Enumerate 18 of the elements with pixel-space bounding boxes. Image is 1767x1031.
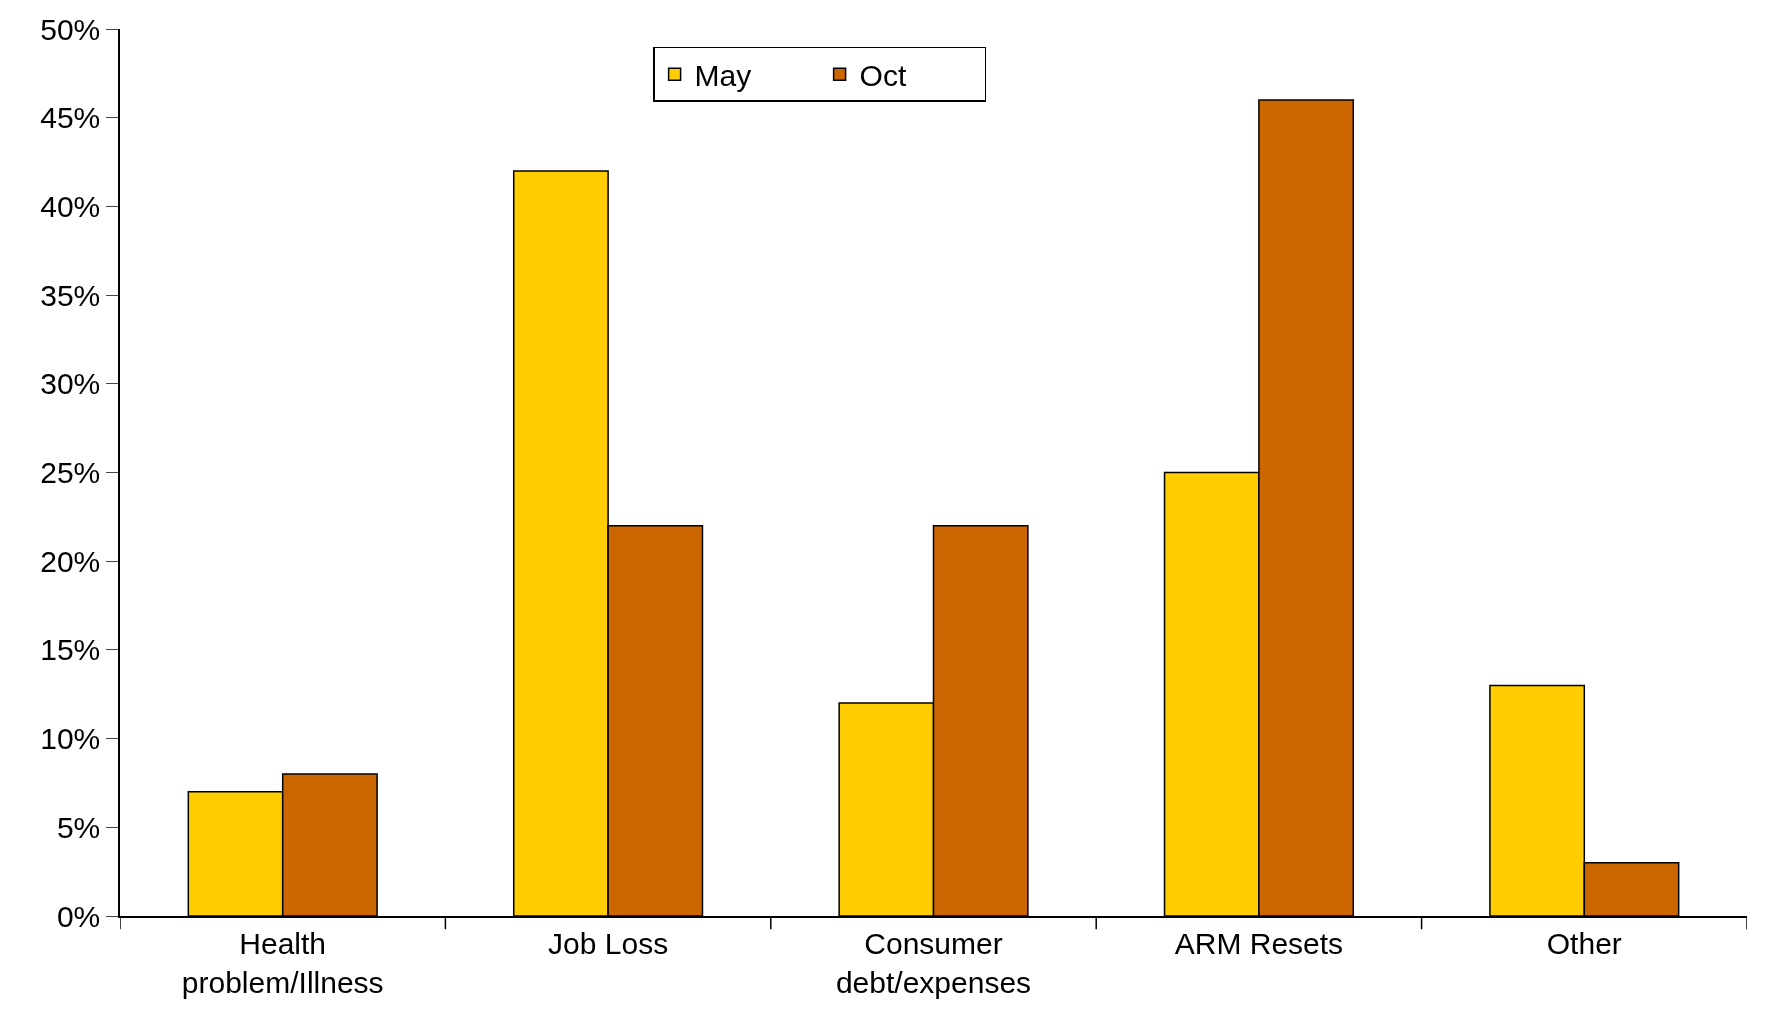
- y-tick-label: 15%: [40, 633, 101, 667]
- y-tick-label: 5%: [56, 810, 101, 844]
- x-tick-label: Other: [1546, 926, 1622, 960]
- y-tick-label: 40%: [40, 189, 101, 223]
- y-tick-label: 45%: [40, 101, 101, 135]
- y-tick-label: 30%: [40, 367, 101, 401]
- y-tick-label: 25%: [40, 456, 101, 489]
- x-tick-label: Health problem/Illness: [181, 926, 384, 999]
- y-tick-label: 50%: [40, 12, 101, 46]
- y-tick-label: 10%: [40, 722, 101, 756]
- legend-label: Oct: [859, 58, 907, 92]
- x-tick-label: Consumer debt/expenses: [835, 926, 1032, 999]
- x-tick-label: ARM Resets: [1174, 926, 1344, 960]
- x-tick-label: Job Loss: [548, 926, 669, 960]
- y-tick-label: 0%: [56, 899, 101, 933]
- legend-label: May: [694, 58, 752, 92]
- y-tick-label: 20%: [40, 544, 101, 578]
- y-tick-label: 35%: [40, 278, 101, 312]
